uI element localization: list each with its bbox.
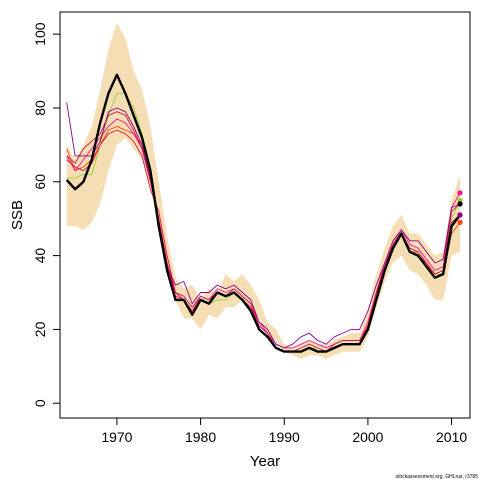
end-point-3 bbox=[457, 201, 463, 207]
x-tick-label: 2010 bbox=[436, 429, 467, 445]
series-line-5 bbox=[66, 129, 461, 353]
y-tick-label: 20 bbox=[32, 321, 48, 337]
y-tick-label: 40 bbox=[32, 248, 48, 264]
x-tick-label: 1990 bbox=[269, 429, 300, 445]
y-tick-label: 60 bbox=[32, 174, 48, 190]
y-axis-title: SSB bbox=[9, 200, 26, 230]
end-point-6 bbox=[457, 219, 463, 225]
credit-text: stockassessment.org, GHLrus, r3785 bbox=[395, 474, 478, 480]
series-line-0 bbox=[65, 73, 461, 353]
y-tick-label: 80 bbox=[32, 100, 48, 116]
series-lines bbox=[65, 73, 461, 353]
end-point-1 bbox=[457, 197, 463, 203]
confidence-band bbox=[66, 23, 460, 359]
end-points bbox=[457, 190, 463, 225]
x-axis: 1970 1980 1990 2000 2010 bbox=[101, 417, 467, 445]
y-tick-label: 100 bbox=[32, 22, 48, 46]
y-axis: 0 20 40 60 80 100 bbox=[32, 22, 61, 407]
x-tick-label: 2000 bbox=[352, 429, 383, 445]
x-axis-title: Year bbox=[250, 453, 280, 470]
end-point-5 bbox=[457, 212, 463, 218]
plot-area bbox=[59, 11, 471, 419]
end-point-0 bbox=[457, 190, 463, 196]
y-tick-label: 0 bbox=[32, 399, 48, 407]
x-tick-label: 1970 bbox=[101, 429, 132, 445]
x-tick-label: 1980 bbox=[185, 429, 216, 445]
series-line-6 bbox=[66, 102, 461, 349]
